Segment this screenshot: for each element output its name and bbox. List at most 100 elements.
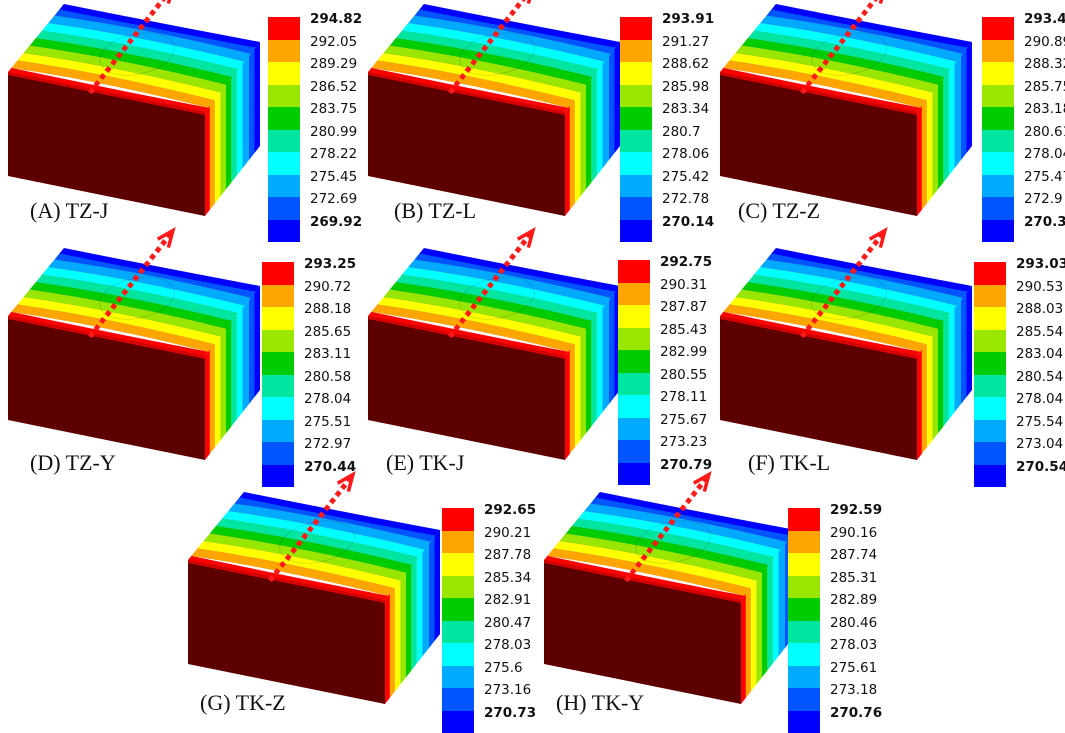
panel-label-e: (E) TK-J <box>386 450 464 476</box>
colorbar-swatch <box>620 197 652 220</box>
colorbar <box>268 17 300 242</box>
colorbar-swatch <box>620 62 652 85</box>
colorbar-swatch <box>982 62 1014 85</box>
colorbar-tick-label: 275.47 <box>1024 166 1065 189</box>
colorbar-swatch <box>442 598 474 621</box>
colorbar-swatch <box>982 220 1014 243</box>
side-face-band <box>231 71 237 182</box>
colorbar-swatch <box>618 305 650 328</box>
colorbar-swatch <box>618 260 650 283</box>
colorbar-swatch <box>788 621 820 644</box>
colorbar-swatch <box>974 420 1006 443</box>
colorbar-tick-label: 293.25 <box>304 253 356 276</box>
colorbar-tick-label: 290.89 <box>1024 31 1065 54</box>
panel-label-c: (C) TZ-Z <box>738 198 820 224</box>
colorbar-swatch <box>788 643 820 666</box>
colorbar-swatch <box>618 283 650 306</box>
colorbar-swatch <box>442 621 474 644</box>
side-face-band <box>961 293 967 404</box>
colorbar-swatch <box>618 350 650 373</box>
colorbar-swatch <box>788 576 820 599</box>
colorbar-tick-label: 278.03 <box>484 634 536 657</box>
colorbar-tick-label: 278.04 <box>1024 143 1065 166</box>
colorbar-swatch <box>620 152 652 175</box>
side-face-band <box>954 56 961 168</box>
colorbar-tick-label: 285.65 <box>304 321 356 344</box>
colorbar-tick-label: 280.46 <box>830 612 882 635</box>
colorbar-swatch <box>262 307 294 330</box>
side-face-band <box>917 106 922 216</box>
colorbar-tick-label: 285.43 <box>660 319 712 342</box>
side-face-band <box>231 315 237 426</box>
colorbar-swatch <box>620 220 652 243</box>
colorbar-tick-label: 293.46 <box>1024 8 1065 31</box>
colorbar-swatch <box>268 85 300 108</box>
colorbar-tick-label: 289.29 <box>310 53 362 76</box>
colorbar-swatch <box>618 418 650 441</box>
colorbar-tick-label: 291.27 <box>662 31 714 54</box>
side-face-band <box>390 587 395 697</box>
side-face-band <box>249 293 255 404</box>
colorbar-tick-label: 287.87 <box>660 296 712 319</box>
colorbar-tick-label: 275.67 <box>660 409 712 432</box>
side-face-band <box>767 559 773 670</box>
colorbar-swatch <box>268 152 300 175</box>
colorbar-tick-label: 280.54 <box>1016 366 1065 389</box>
colorbar-swatch <box>442 576 474 599</box>
side-face-band <box>922 343 927 453</box>
colorbar-swatch <box>788 666 820 689</box>
colorbar-swatch <box>620 130 652 153</box>
colorbar-swatch <box>262 262 294 285</box>
colorbar-swatch <box>268 17 300 40</box>
colorbar-tick-label: 270.33 <box>1024 211 1065 234</box>
colorbar-tick-label: 280.55 <box>660 364 712 387</box>
colorbar-swatch <box>982 197 1014 220</box>
side-face-band <box>597 308 603 419</box>
side-face-band <box>932 85 938 196</box>
side-face-band <box>400 573 406 684</box>
colorbar-swatch <box>982 40 1014 63</box>
colorbar-tick-label: 270.73 <box>484 702 536 725</box>
colorbar-tick-label: 287.74 <box>830 544 882 567</box>
colorbar-tick-label: 285.98 <box>662 76 714 99</box>
side-face-band <box>242 300 249 412</box>
arrow-head-icon <box>158 231 173 248</box>
side-face-band <box>967 42 973 153</box>
colorbar-tick-label: 275.61 <box>830 657 882 680</box>
side-face-band <box>570 99 575 209</box>
colorbar-swatch <box>262 397 294 420</box>
colorbar-swatch <box>974 465 1006 488</box>
side-face-band <box>597 64 603 175</box>
colorbar-swatch <box>268 197 300 220</box>
colorbar-swatch <box>268 62 300 85</box>
colorbar-swatch <box>788 711 820 733</box>
colorbar-swatch <box>982 152 1014 175</box>
colorbar-swatch <box>788 598 820 621</box>
side-face-band <box>237 64 243 175</box>
colorbar-swatch <box>262 442 294 465</box>
colorbar-swatch <box>974 262 1006 285</box>
colorbar-tick-label: 275.6 <box>484 657 536 680</box>
colorbar-swatch <box>982 130 1014 153</box>
side-face-band <box>746 587 751 697</box>
colorbar-tick-label: 270.14 <box>662 211 714 234</box>
panel-label-h: (H) TK-Y <box>556 690 644 716</box>
colorbar-tick-label: 285.31 <box>830 567 882 590</box>
side-face-band <box>395 580 401 691</box>
colorbar-swatch <box>268 107 300 130</box>
side-face-band <box>591 71 597 182</box>
colorbar-tick-label: 283.18 <box>1024 98 1065 121</box>
colorbar-swatch <box>618 373 650 396</box>
colorbar-tick-labels: 293.46290.89288.32285.75283.18280.61278.… <box>1024 8 1065 233</box>
side-face-band <box>943 315 949 426</box>
colorbar-swatch <box>268 130 300 153</box>
side-face-band <box>586 322 592 433</box>
side-face-band <box>565 106 570 216</box>
colorbar <box>974 262 1006 487</box>
colorbar-swatch <box>618 440 650 463</box>
side-face-band <box>565 350 570 460</box>
side-face-band <box>406 566 412 677</box>
